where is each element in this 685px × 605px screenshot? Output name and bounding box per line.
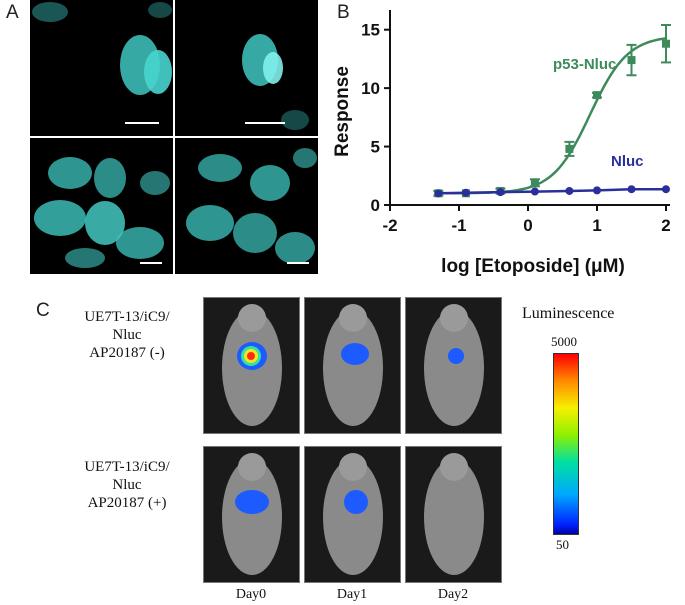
scale-bar xyxy=(287,262,309,264)
day-label-0: Day0 xyxy=(235,587,267,602)
mouse-image-row2-day2 xyxy=(405,446,502,583)
panel-letter-c: C xyxy=(36,300,50,321)
luminescence-title: Luminescence xyxy=(522,305,615,322)
panel-letter-a: A xyxy=(6,2,19,23)
x-tick-label: -1 xyxy=(451,216,466,235)
data-point xyxy=(565,144,574,153)
y-tick-label: 5 xyxy=(371,138,380,157)
data-point xyxy=(627,185,636,194)
data-point xyxy=(627,56,636,65)
mouse-image-row1-day1 xyxy=(304,297,401,434)
y-axis-label: Response xyxy=(332,66,353,157)
series-line-1 xyxy=(438,187,666,195)
data-point xyxy=(593,91,601,100)
x-tick-label: -2 xyxy=(382,216,397,235)
data-point xyxy=(530,178,539,187)
scale-bar xyxy=(125,122,159,124)
colorbar-max-label: 5000 xyxy=(551,334,577,349)
day-label-1: Day1 xyxy=(336,587,368,602)
y-tick-label: 10 xyxy=(361,79,380,98)
micrograph-top-right xyxy=(175,0,318,136)
panel-letter-b: B xyxy=(337,2,350,23)
mouse-image-row1-day0 xyxy=(203,297,300,434)
x-tick-label: 0 xyxy=(523,216,532,235)
y-tick-label: 15 xyxy=(361,21,380,40)
data-point xyxy=(530,187,539,196)
x-axis-label: log [Etoposide] (μM) xyxy=(441,256,625,277)
row-label-line: Nluc xyxy=(112,477,142,493)
dose-response-chart: 0 5 10 15 -2 -1 0 1 2 log [Etoposide] (μM) Respons… xyxy=(332,10,671,277)
series-label-p53-nluc: p53-Nluc xyxy=(553,56,616,73)
row-label-line: UE7T-13/iC9/ xyxy=(84,459,170,475)
luminescence-colorbar xyxy=(553,353,579,535)
mouse-image-row2-day0 xyxy=(203,446,300,583)
micrograph-bottom-left xyxy=(30,138,173,274)
row-label-line: UE7T-13/iC9/ xyxy=(84,309,170,325)
data-point xyxy=(662,185,670,194)
y-tick-label: 0 xyxy=(371,196,380,215)
series-label-nluc: Nluc xyxy=(611,153,644,170)
micrograph-top-left xyxy=(30,0,173,136)
colorbar-min-label: 50 xyxy=(556,537,569,552)
day-label-2: Day2 xyxy=(437,587,469,602)
scale-bar xyxy=(140,262,162,264)
row-label-line: Nluc xyxy=(112,327,142,343)
mouse-image-row1-day2 xyxy=(405,297,502,434)
data-point xyxy=(496,188,505,197)
x-tick-label: 2 xyxy=(661,216,670,235)
cell-image-bottom-right xyxy=(186,148,317,264)
data-point xyxy=(434,189,443,198)
row-label-line: AP20187 (-) xyxy=(89,345,165,361)
row-label-treated: UE7T-13/iC9/ Nluc AP20187 (+) xyxy=(52,458,202,512)
x-tick-label: 1 xyxy=(592,216,601,235)
cell-image-top-left xyxy=(32,2,172,95)
micrograph-bottom-right xyxy=(175,138,318,274)
data-point xyxy=(565,186,574,195)
row-label-line: AP20187 (+) xyxy=(87,495,167,511)
data-point xyxy=(662,39,670,48)
cell-image-top-right xyxy=(242,34,309,130)
data-point xyxy=(593,186,601,195)
mouse-image-row2-day1 xyxy=(304,446,401,583)
row-label-untreated: UE7T-13/iC9/ Nluc AP20187 (-) xyxy=(52,308,202,362)
cell-image-bottom-left xyxy=(34,157,170,268)
data-point xyxy=(461,188,470,197)
scale-bar xyxy=(245,122,285,124)
